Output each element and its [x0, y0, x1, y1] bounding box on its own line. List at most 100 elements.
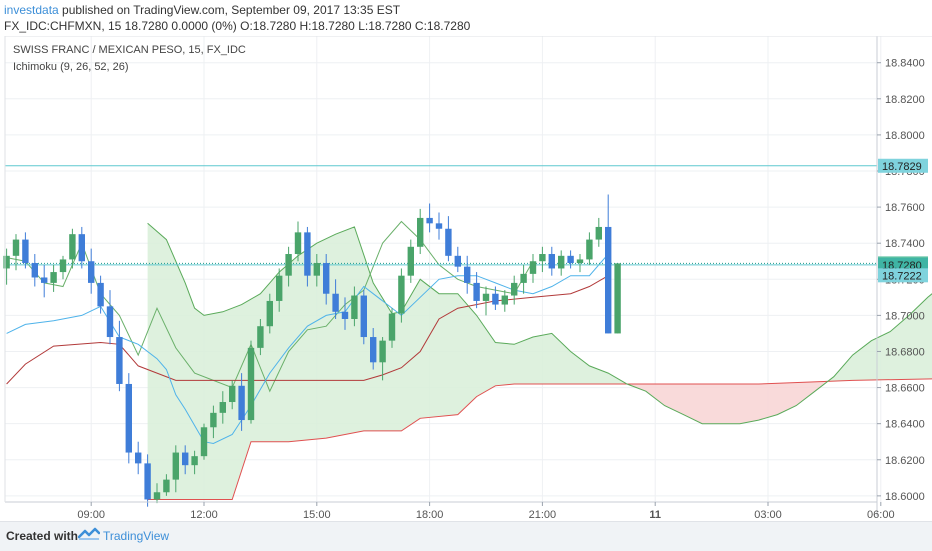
cloud-bullish — [147, 223, 632, 500]
candle-up[interactable] — [153, 492, 161, 500]
candle-down[interactable] — [454, 255, 461, 267]
candle-up[interactable] — [3, 255, 10, 269]
candle-up[interactable] — [539, 254, 546, 262]
tenkan-sen-line — [6, 253, 609, 445]
candle-down[interactable] — [360, 295, 367, 338]
candle-down[interactable] — [323, 263, 330, 294]
candle-down[interactable] — [106, 306, 114, 338]
candle-up[interactable] — [257, 326, 264, 348]
candle-up[interactable] — [285, 254, 292, 276]
candle-up[interactable] — [586, 239, 593, 260]
candle-down[interactable] — [182, 452, 189, 466]
x-tick-label: 15:00 — [303, 509, 331, 521]
candle-up[interactable] — [501, 295, 508, 305]
candle-up[interactable] — [294, 232, 302, 255]
y-tick-label: 18.7400 — [885, 238, 925, 250]
price-tag[interactable] — [878, 158, 928, 173]
x-tick-label: 11 — [649, 509, 661, 521]
price-chart[interactable]: 18.840018.820018.800018.780018.760018.74… — [0, 36, 932, 521]
candle-up[interactable] — [219, 402, 226, 413]
candle-up[interactable] — [558, 255, 565, 269]
candle-down[interactable] — [22, 239, 29, 264]
cloud-bearish — [631, 380, 830, 424]
candle-down[interactable] — [435, 223, 443, 229]
candle-down[interactable] — [605, 226, 612, 334]
candle-down[interactable] — [97, 282, 104, 307]
y-tick-label: 18.7000 — [885, 310, 925, 322]
candle-down[interactable] — [473, 282, 480, 301]
candle-up[interactable] — [576, 259, 584, 264]
chart-title: SWISS FRANC / MEXICAN PESO, 15, FX_IDC — [13, 44, 246, 56]
candle-up[interactable] — [191, 456, 198, 466]
candle-down[interactable] — [492, 293, 499, 305]
price-tag-label: 18.7829 — [882, 161, 922, 173]
indicator-label: Ichimoku (9, 26, 52, 26) — [13, 61, 129, 73]
candle-down[interactable] — [567, 255, 574, 264]
candle-down[interactable] — [41, 277, 48, 283]
candle-down[interactable] — [125, 383, 132, 453]
candle-down[interactable] — [144, 463, 151, 500]
senkou-span-b-line — [147, 378, 932, 500]
x-tick-label: 21:00 — [529, 509, 557, 521]
candle-down[interactable] — [464, 266, 471, 283]
candle-down[interactable] — [548, 254, 555, 269]
candle-up[interactable] — [210, 412, 217, 428]
candle-down[interactable] — [445, 228, 452, 256]
tradingview-brand[interactable]: TradingView — [103, 529, 170, 543]
x-tick-label: 12:00 — [190, 509, 218, 521]
candle-down[interactable] — [238, 385, 245, 421]
candle-up[interactable] — [614, 263, 621, 334]
candle-up[interactable] — [59, 259, 67, 273]
candle-up[interactable] — [529, 261, 537, 274]
footer: Created with TradingView — [0, 521, 932, 551]
candle-up[interactable] — [482, 293, 490, 301]
candle-up[interactable] — [50, 272, 57, 283]
candle-up[interactable] — [398, 275, 405, 314]
y-tick-label: 18.8200 — [885, 94, 925, 106]
candle-up[interactable] — [229, 385, 236, 403]
candle-up[interactable] — [417, 217, 424, 247]
candle-up[interactable] — [247, 347, 255, 421]
candle-up[interactable] — [163, 479, 170, 493]
x-tick-label: 03:00 — [754, 509, 782, 521]
candle-down[interactable] — [116, 337, 123, 384]
tradingview-logo-icon — [78, 527, 100, 540]
y-tick-label: 18.6000 — [885, 491, 925, 503]
candle-down[interactable] — [332, 293, 339, 312]
x-tick-label: 06:00 — [867, 509, 895, 521]
y-tick-label: 18.6400 — [885, 419, 925, 431]
candle-up[interactable] — [276, 275, 283, 301]
candle-up[interactable] — [407, 246, 414, 276]
x-tick-label: 09:00 — [77, 509, 105, 521]
candle-up[interactable] — [511, 282, 518, 296]
kijun-sen-line — [6, 275, 609, 385]
price-tag[interactable] — [878, 268, 928, 283]
candle-up[interactable] — [172, 452, 179, 480]
candle-up[interactable] — [200, 427, 208, 457]
candle-down[interactable] — [135, 452, 142, 464]
candle-down[interactable] — [426, 217, 433, 224]
candle-up[interactable] — [595, 226, 602, 240]
candle-up[interactable] — [520, 273, 527, 283]
published-text: published on TradingView.com, September … — [58, 3, 401, 17]
author-name[interactable]: investdata — [4, 3, 59, 17]
candle-up[interactable] — [69, 234, 76, 260]
candle-down[interactable] — [370, 337, 377, 363]
candle-up[interactable] — [12, 239, 20, 256]
y-tick-label: 18.6800 — [885, 346, 925, 358]
x-tick-label: 18:00 — [416, 509, 444, 521]
candle-down[interactable] — [304, 232, 311, 276]
price-tag-label: 18.7222 — [882, 270, 922, 282]
senkou-span-a-line — [147, 222, 932, 425]
candle-down[interactable] — [88, 261, 95, 283]
candle-up[interactable] — [266, 300, 273, 327]
candle-up[interactable] — [351, 295, 358, 319]
ohlc-line: FX_IDC:CHFMXN, 15 18.7280 0.0000 (0%) O:… — [4, 19, 471, 33]
candle-down[interactable] — [31, 263, 38, 278]
candle-up[interactable] — [379, 340, 386, 363]
candle-up[interactable] — [388, 313, 396, 341]
candle-down[interactable] — [78, 234, 85, 262]
candle-down[interactable] — [341, 311, 349, 319]
candle-up[interactable] — [313, 263, 320, 276]
plot-area[interactable] — [5, 36, 877, 502]
